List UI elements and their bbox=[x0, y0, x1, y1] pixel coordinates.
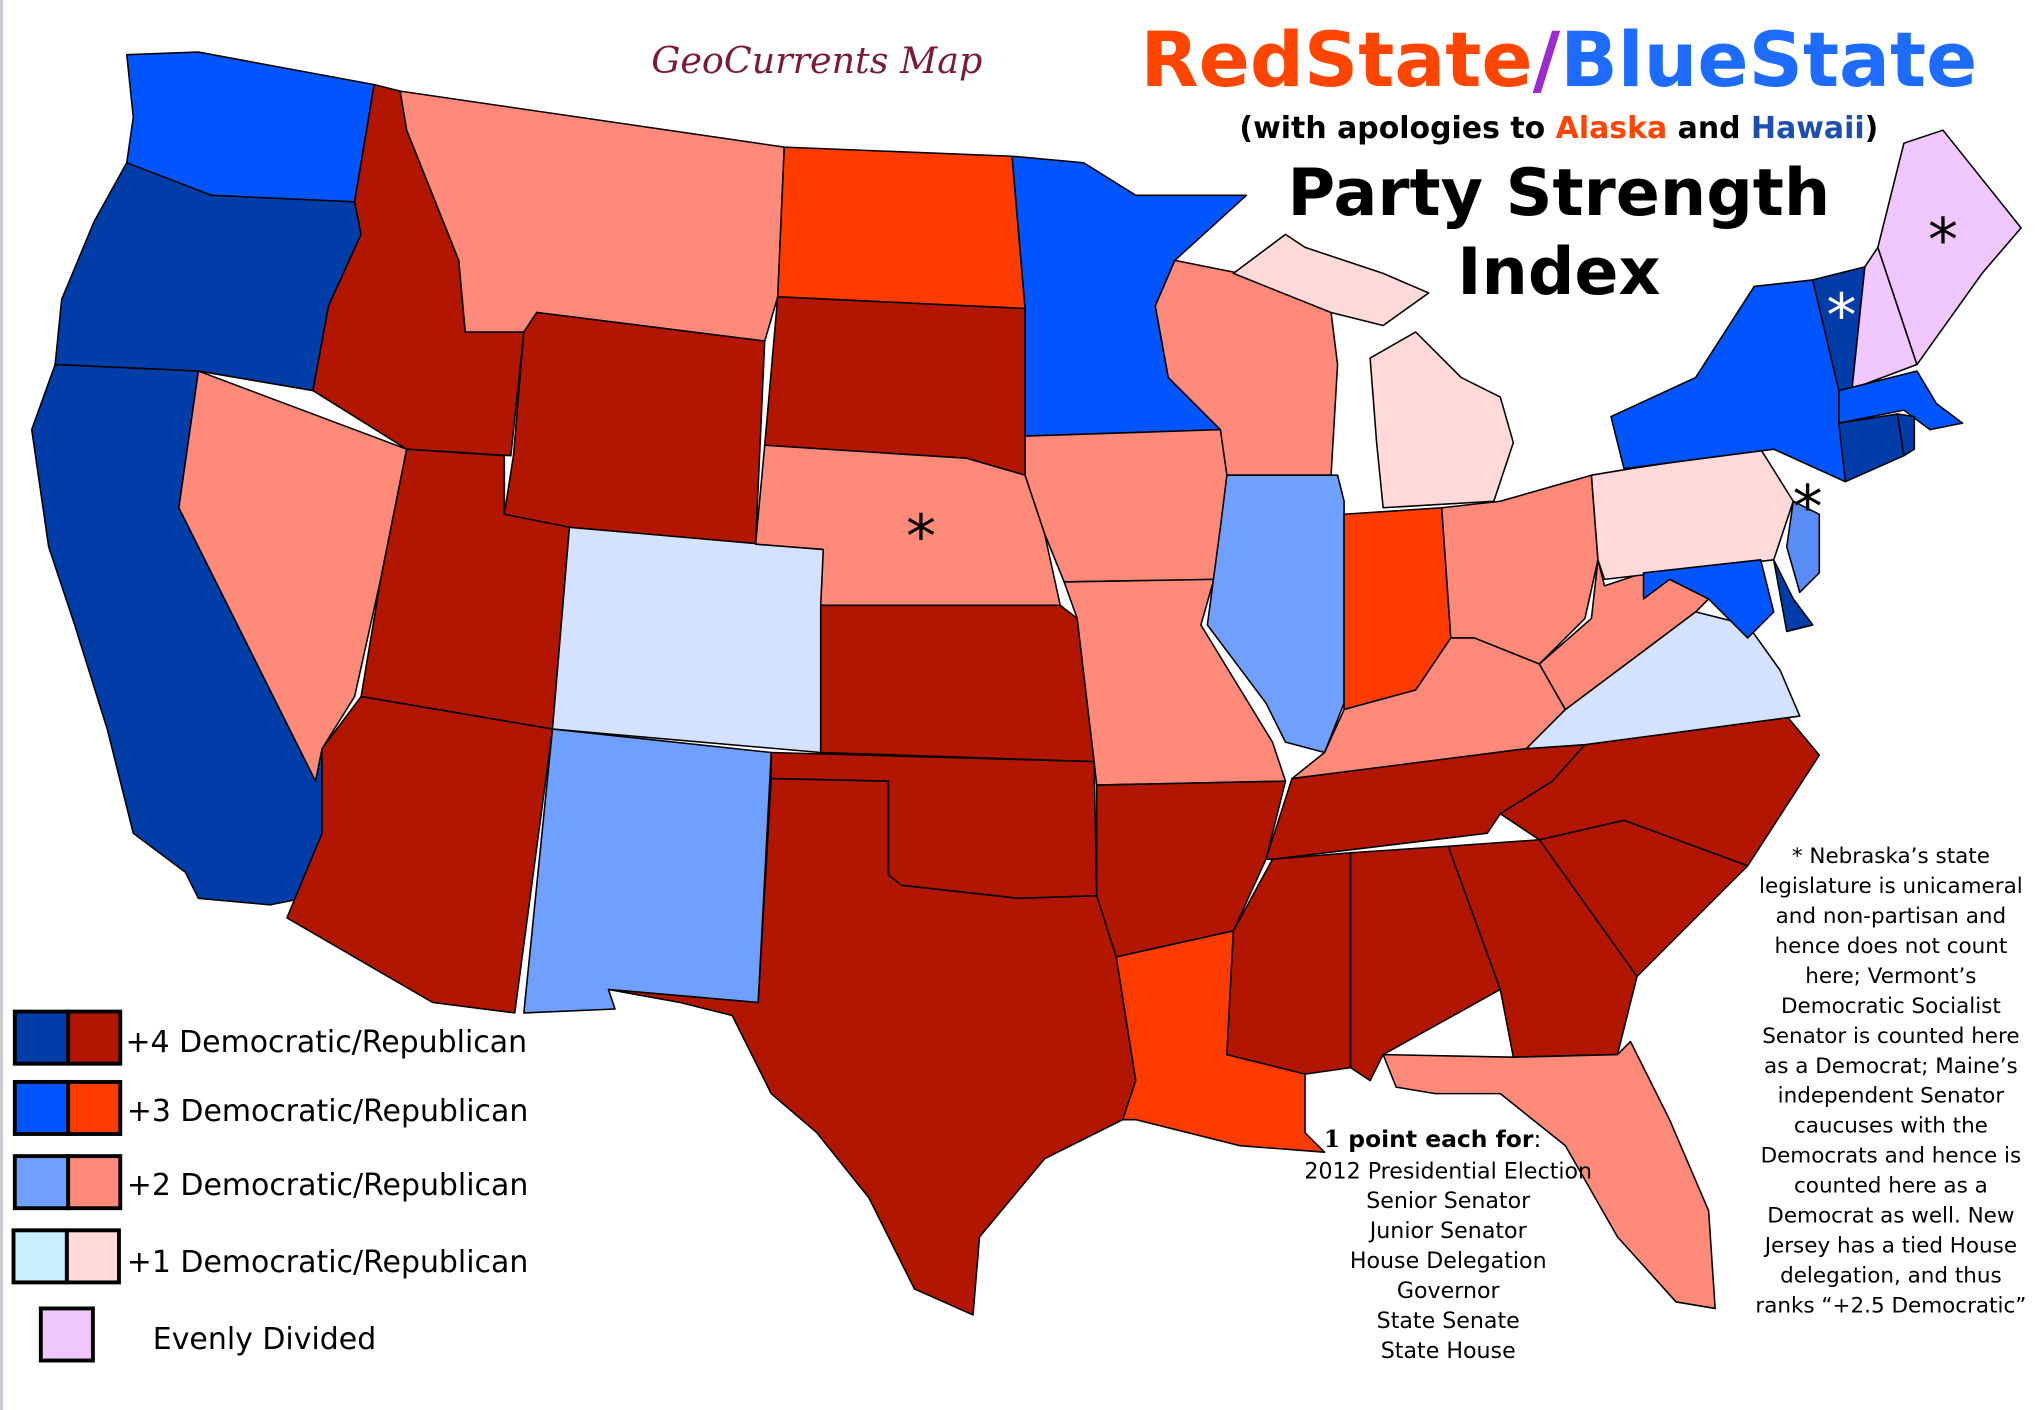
points-item: State Senate bbox=[1377, 1308, 1520, 1334]
credit-text: GeoCurrents Map bbox=[651, 39, 982, 82]
state-michigan-upper bbox=[1232, 233, 1430, 327]
state-maryland bbox=[1642, 559, 1775, 639]
state-wyoming bbox=[503, 311, 766, 545]
points-item: Senior Senator bbox=[1366, 1188, 1531, 1214]
subtitle-hawaii: Hawaii bbox=[1751, 111, 1865, 146]
footnote-line: delegation, and thus bbox=[1780, 1263, 2002, 1288]
points-heading: 1 point each for: bbox=[1324, 1125, 1542, 1153]
points-item: Junior Senator bbox=[1368, 1218, 1528, 1244]
subtitle-mid: and bbox=[1667, 111, 1751, 146]
points-heading-text: point each for bbox=[1340, 1125, 1534, 1153]
footnote-line: Democratic Socialist bbox=[1781, 994, 2001, 1019]
legend-item-1: +1 Democratic/Republican bbox=[11, 1228, 529, 1285]
legend-swatch-dem-2 bbox=[12, 1154, 71, 1211]
state-kansas bbox=[819, 604, 1095, 763]
legend-item-2: +2 Democratic/Republican bbox=[12, 1154, 529, 1211]
legend-swatch-rep-3 bbox=[66, 1079, 123, 1136]
subtitle: (with apologies to Alaska and Hawaii) bbox=[1239, 111, 1878, 146]
state-north-dakota bbox=[776, 146, 1026, 310]
state-maine bbox=[1877, 129, 2022, 366]
footnote-line: legislature is unicameral bbox=[1759, 874, 2023, 899]
main-title: RedState/BlueState bbox=[1141, 16, 1978, 104]
state-pennsylvania bbox=[1590, 448, 1795, 581]
title-red-state: RedState bbox=[1141, 16, 1533, 104]
points-heading-colon: : bbox=[1533, 1125, 1541, 1153]
asterisk-nebraska: * bbox=[906, 502, 936, 572]
footnote-line: hence does not count bbox=[1774, 934, 2007, 959]
footnote-line: counted here as a bbox=[1794, 1174, 1988, 1199]
state-north-carolina bbox=[1499, 715, 1821, 867]
footnote-line: * Nebraska’s state bbox=[1792, 844, 1990, 869]
party-strength-map: * * * * GeoCurrents Map RedState/BlueSta… bbox=[11, 16, 2026, 1364]
points-list: 1 point each for: 2012 Presidential Elec… bbox=[1304, 1125, 1592, 1364]
footnote-line: Democrats and hence is bbox=[1761, 1144, 2022, 1169]
legend-swatch-dem-4 bbox=[12, 1009, 71, 1066]
footnote-line: and non-partisan and bbox=[1776, 904, 2006, 929]
footnote-line: caucuses with the bbox=[1794, 1114, 1988, 1139]
state-delaware bbox=[1772, 559, 1814, 633]
state-rhode-island bbox=[1896, 413, 1916, 457]
legend-item-4: +4 Democratic/Republican bbox=[12, 1009, 527, 1066]
footnote-line: here; Vermont’s bbox=[1805, 964, 1976, 989]
legend-label-3: +3 Democratic/Republican bbox=[127, 1094, 529, 1129]
asterisk-maine: * bbox=[1928, 205, 1958, 275]
state-new-mexico bbox=[523, 728, 773, 1014]
footnote: * Nebraska’s state legislature is unicame… bbox=[1755, 844, 2026, 1318]
footnote-line: independent Senator bbox=[1778, 1084, 2005, 1109]
points-item: Governor bbox=[1397, 1278, 1501, 1304]
subtitle-alaska: Alaska bbox=[1556, 111, 1668, 146]
legend-swatch-rep-1 bbox=[64, 1228, 121, 1285]
states bbox=[30, 51, 2022, 1316]
points-item: House Delegation bbox=[1350, 1248, 1547, 1274]
title-blue-state: BlueState bbox=[1560, 16, 1977, 104]
legend-swatch-rep-4 bbox=[66, 1009, 123, 1066]
legend-label-1: +1 Democratic/Republican bbox=[127, 1245, 529, 1280]
footnote-line: as a Democrat; Maine’s bbox=[1764, 1054, 2018, 1079]
state-florida bbox=[1382, 1040, 1716, 1310]
state-illinois bbox=[1206, 474, 1345, 754]
asterisks: * * * * bbox=[906, 205, 1958, 572]
footnote-line: ranks “+2.5 Democratic” bbox=[1755, 1293, 2026, 1318]
footnote-line: Democrat as well. New bbox=[1767, 1204, 2014, 1229]
legend-swatch-even bbox=[38, 1306, 95, 1363]
state-connecticut bbox=[1838, 413, 1905, 483]
state-colorado bbox=[551, 526, 825, 754]
state-michigan-lower bbox=[1369, 331, 1515, 509]
state-new-hampshire bbox=[1851, 246, 1918, 392]
subtitle-post: ) bbox=[1865, 111, 1879, 146]
legend-label-even: Evenly Divided bbox=[153, 1322, 376, 1357]
footnote-line: Jersey has a tied House bbox=[1763, 1233, 2017, 1258]
state-arizona bbox=[286, 695, 554, 1014]
points-item: 2012 Presidential Election bbox=[1304, 1158, 1592, 1184]
points-heading-number: 1 bbox=[1324, 1125, 1340, 1153]
state-texas bbox=[607, 777, 1137, 1316]
legend-swatch-rep-2 bbox=[66, 1154, 123, 1211]
legend: +4 Democratic/Republican +3 Democratic/R… bbox=[11, 1009, 529, 1363]
legend-swatch-dem-3 bbox=[12, 1079, 71, 1136]
legend-item-even: Evenly Divided bbox=[38, 1306, 376, 1363]
heading-line2: Index bbox=[1457, 235, 1660, 310]
title-slash: / bbox=[1533, 16, 1561, 104]
state-new-jersey bbox=[1785, 500, 1821, 594]
legend-label-4: +4 Democratic/Republican bbox=[125, 1025, 527, 1060]
heading-line1: Party Strength bbox=[1288, 156, 1831, 231]
subtitle-pre: (with apologies to bbox=[1239, 111, 1555, 146]
legend-label-2: +2 Democratic/Republican bbox=[127, 1168, 529, 1203]
asterisk-new-jersey: * bbox=[1793, 472, 1823, 542]
asterisk-vermont: * bbox=[1826, 281, 1856, 351]
legend-item-3: +3 Democratic/Republican bbox=[12, 1079, 529, 1136]
state-iowa bbox=[1024, 428, 1248, 583]
points-item: State House bbox=[1381, 1338, 1516, 1364]
legend-swatch-dem-1 bbox=[11, 1228, 69, 1285]
footnote-line: Senator is counted here bbox=[1762, 1024, 2019, 1049]
